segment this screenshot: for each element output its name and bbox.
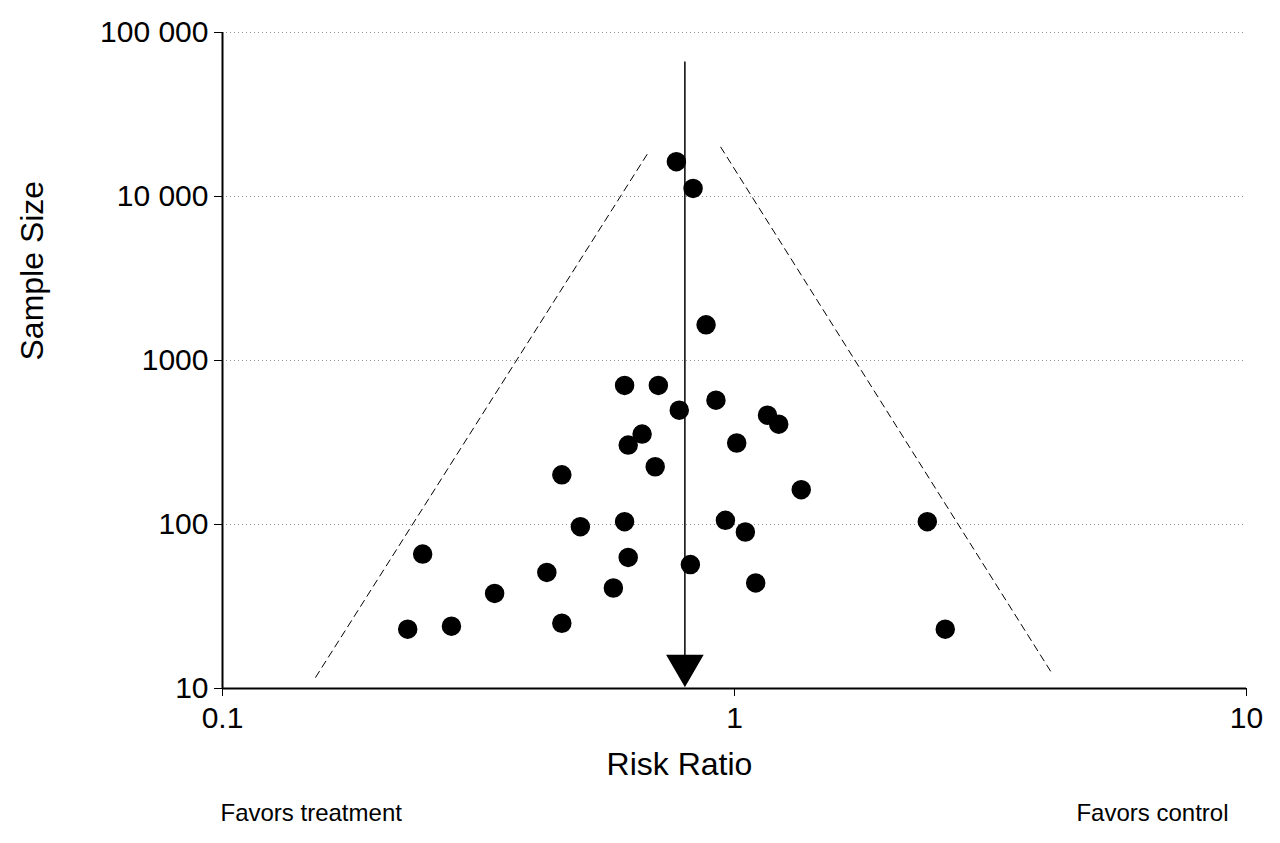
svg-text:Favors treatment: Favors treatment [221, 799, 403, 826]
svg-text:10: 10 [1230, 701, 1263, 734]
svg-text:Risk Ratio: Risk Ratio [607, 746, 753, 782]
svg-text:10: 10 [175, 671, 208, 704]
svg-text:1000: 1000 [142, 343, 209, 376]
svg-text:100: 100 [158, 507, 208, 540]
svg-text:0.1: 0.1 [202, 701, 244, 734]
svg-text:100 000: 100 000 [100, 15, 208, 48]
svg-text:10 000: 10 000 [117, 179, 209, 212]
svg-text:1: 1 [726, 701, 743, 734]
svg-text:Favors control: Favors control [1076, 799, 1228, 826]
svg-text:Sample Size: Sample Size [14, 181, 50, 361]
